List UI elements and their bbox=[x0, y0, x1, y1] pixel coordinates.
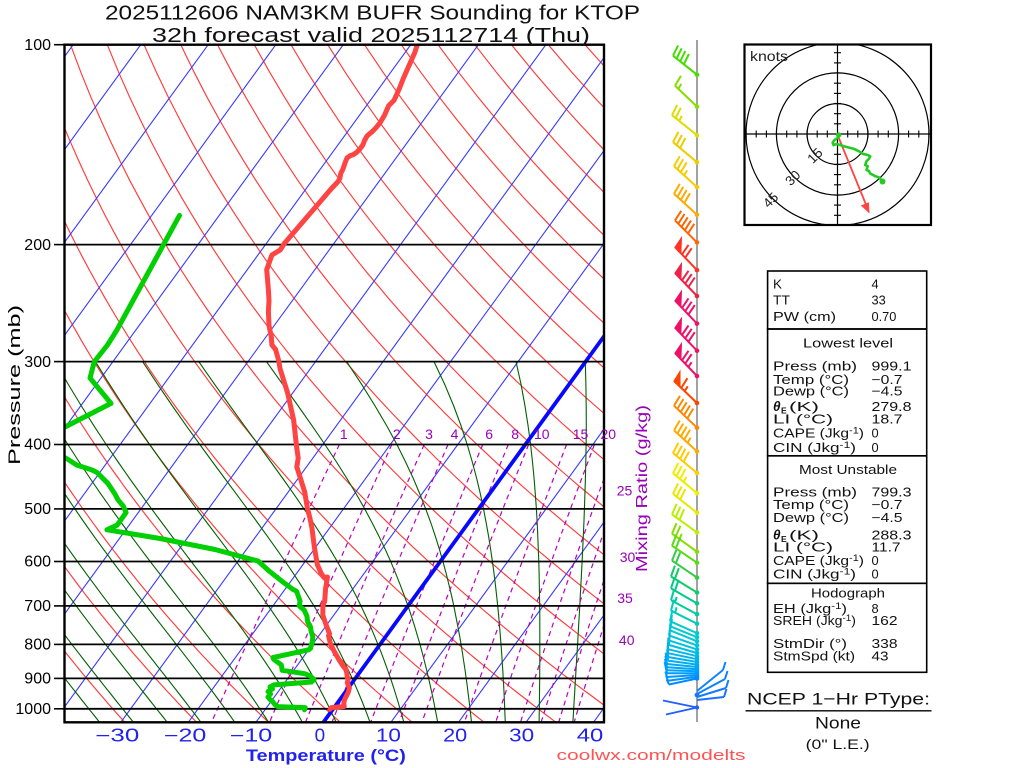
svg-text:279.8: 279.8 bbox=[872, 399, 912, 414]
svg-text:0: 0 bbox=[872, 567, 879, 582]
svg-text:Temperature (°C): Temperature (°C) bbox=[246, 746, 406, 765]
svg-text:Press (mb): Press (mb) bbox=[773, 359, 857, 374]
svg-text:SREH (Jkg-1): SREH (Jkg -1) bbox=[773, 613, 856, 628]
svg-text:338: 338 bbox=[872, 636, 898, 651]
svg-text:1000: 1000 bbox=[15, 701, 51, 718]
svg-text:θ: θ bbox=[773, 528, 781, 543]
svg-text:Press (mb): Press (mb) bbox=[773, 485, 857, 500]
svg-text:−4.5: −4.5 bbox=[872, 384, 903, 399]
svg-text:Most Unstable: Most Unstable bbox=[799, 462, 897, 477]
svg-text:799.3: 799.3 bbox=[872, 485, 912, 500]
svg-text:800: 800 bbox=[24, 637, 51, 654]
svg-text:11.7: 11.7 bbox=[872, 540, 901, 555]
svg-text:999.1: 999.1 bbox=[872, 359, 912, 374]
svg-text:3: 3 bbox=[425, 426, 433, 442]
svg-text:−0.7: −0.7 bbox=[872, 497, 903, 512]
svg-text:30: 30 bbox=[509, 726, 534, 746]
svg-text:900: 900 bbox=[24, 671, 51, 688]
svg-text:CIN (Jkg-1): CIN (Jkg -1) bbox=[773, 440, 856, 455]
svg-text:Temp (°C): Temp (°C) bbox=[773, 372, 849, 387]
svg-text:35: 35 bbox=[617, 590, 633, 606]
svg-text:400: 400 bbox=[24, 437, 51, 454]
svg-text:8: 8 bbox=[511, 426, 519, 442]
svg-text:PW (cm): PW (cm) bbox=[773, 309, 836, 324]
svg-text:18.7: 18.7 bbox=[872, 411, 903, 426]
svg-text:CIN (Jkg-1): CIN (Jkg -1) bbox=[773, 567, 856, 582]
svg-text:32h forecast valid 2025112714: 32h forecast valid 2025112714 (Thu) bbox=[152, 25, 590, 47]
svg-text:0: 0 bbox=[872, 426, 879, 441]
svg-text:LI (°C): LI (°C) bbox=[773, 540, 833, 555]
svg-text:6: 6 bbox=[485, 426, 493, 442]
svg-text:288.3: 288.3 bbox=[872, 528, 912, 543]
svg-text:43: 43 bbox=[872, 648, 889, 663]
svg-text:Dewp (°C): Dewp (°C) bbox=[773, 384, 849, 399]
svg-text:300: 300 bbox=[24, 354, 51, 371]
svg-text:LI (°C): LI (°C) bbox=[773, 411, 833, 426]
svg-text:0: 0 bbox=[872, 440, 879, 455]
svg-text:15: 15 bbox=[804, 145, 825, 166]
svg-text:E: E bbox=[781, 406, 787, 416]
svg-text:25: 25 bbox=[617, 483, 633, 499]
svg-text:Temp (°C): Temp (°C) bbox=[773, 497, 849, 512]
svg-text:Lowest level: Lowest level bbox=[803, 335, 893, 350]
svg-text:E: E bbox=[781, 534, 787, 544]
svg-text:Hodograph: Hodograph bbox=[811, 585, 885, 600]
svg-text:2: 2 bbox=[393, 426, 401, 442]
svg-text:162: 162 bbox=[872, 613, 898, 628]
svg-text:CAPE (Jkg-1): CAPE (Jkg -1) bbox=[773, 426, 864, 441]
svg-text:33: 33 bbox=[872, 293, 886, 308]
svg-text:coolwx.com/modelts: coolwx.com/modelts bbox=[557, 747, 746, 764]
svg-text:None: None bbox=[815, 714, 861, 733]
svg-text:−20: −20 bbox=[164, 726, 207, 746]
svg-text:−10: −10 bbox=[230, 726, 273, 746]
svg-text:10: 10 bbox=[376, 726, 401, 746]
svg-text:4: 4 bbox=[872, 277, 879, 292]
svg-text:10: 10 bbox=[534, 426, 550, 442]
svg-text:20: 20 bbox=[443, 726, 467, 746]
svg-text:40: 40 bbox=[577, 726, 604, 746]
svg-text:30: 30 bbox=[620, 549, 636, 565]
svg-text:30: 30 bbox=[782, 167, 803, 188]
svg-text:StmSpd (kt): StmSpd (kt) bbox=[773, 648, 855, 663]
svg-text:Pressure (mb): Pressure (mb) bbox=[6, 305, 24, 465]
svg-text:Mixing Ratio (g/kg): Mixing Ratio (g/kg) bbox=[634, 405, 651, 572]
svg-text:EH (Jkg-1): EH (Jkg -1) bbox=[773, 601, 847, 616]
svg-text:1: 1 bbox=[340, 426, 348, 442]
svg-text:(K): (K) bbox=[789, 528, 819, 543]
svg-text:(0" L.E.): (0" L.E.) bbox=[806, 737, 870, 752]
svg-text:StmDir (°): StmDir (°) bbox=[773, 636, 847, 651]
svg-text:NCEP 1−Hr PType:: NCEP 1−Hr PType: bbox=[747, 690, 930, 709]
svg-text:0.70: 0.70 bbox=[872, 309, 897, 324]
svg-text:500: 500 bbox=[24, 501, 51, 518]
svg-text:θ: θ bbox=[773, 399, 781, 414]
svg-text:8: 8 bbox=[872, 601, 879, 616]
svg-text:600: 600 bbox=[24, 554, 51, 571]
svg-text:4: 4 bbox=[451, 426, 459, 442]
svg-text:100: 100 bbox=[24, 37, 51, 54]
svg-text:0: 0 bbox=[872, 553, 879, 568]
svg-text:700: 700 bbox=[24, 598, 51, 615]
svg-text:20: 20 bbox=[601, 426, 617, 442]
svg-text:40: 40 bbox=[619, 632, 635, 648]
svg-text:Dewp (°C): Dewp (°C) bbox=[773, 510, 849, 525]
svg-text:−30: −30 bbox=[95, 726, 139, 746]
svg-text:−4.5: −4.5 bbox=[872, 510, 903, 525]
svg-text:CAPE (Jkg-1): CAPE (Jkg -1) bbox=[773, 553, 864, 568]
svg-text:K: K bbox=[773, 277, 782, 292]
svg-text:200: 200 bbox=[24, 237, 51, 254]
svg-text:−0.7: −0.7 bbox=[872, 372, 903, 387]
svg-text:(K): (K) bbox=[789, 399, 819, 414]
svg-text:TT: TT bbox=[773, 293, 790, 308]
svg-text:0: 0 bbox=[315, 726, 326, 746]
svg-text:15: 15 bbox=[573, 426, 589, 442]
svg-text:knots: knots bbox=[750, 48, 788, 64]
svg-text:2025112606 NAM3KM BUFR Soundin: 2025112606 NAM3KM BUFR Sounding for KTOP bbox=[105, 3, 640, 25]
